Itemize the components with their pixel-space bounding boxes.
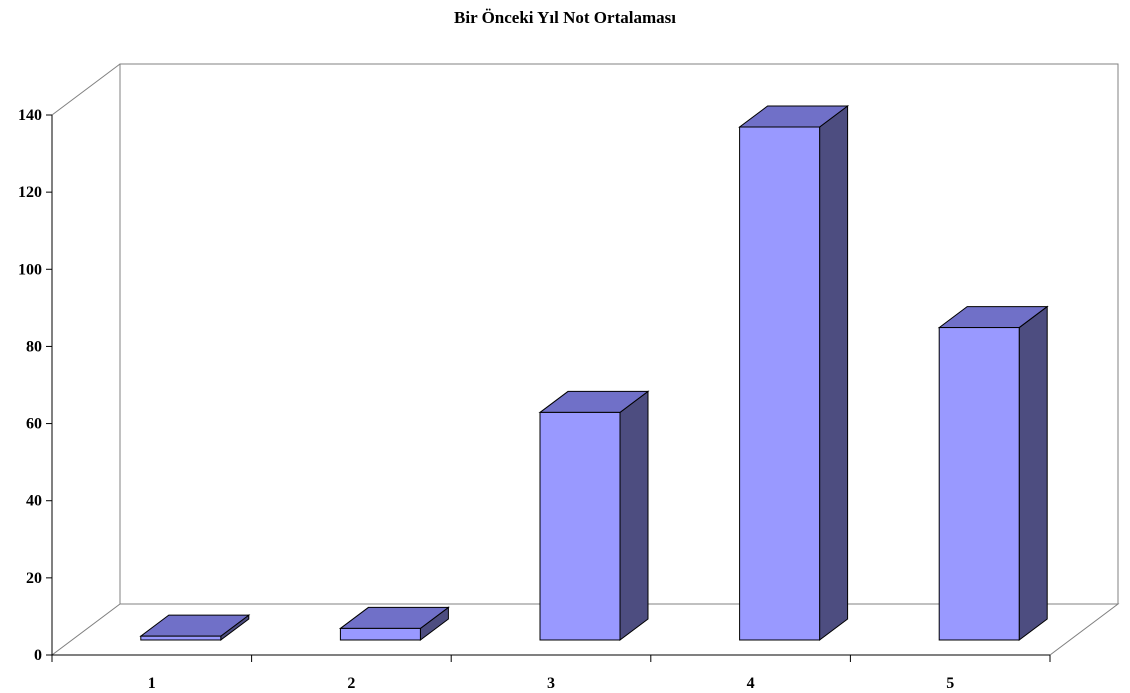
y-tick-label: 80 <box>26 338 42 355</box>
y-tick-label: 40 <box>26 493 42 510</box>
bar-side <box>619 390 649 641</box>
y-tick-label: 140 <box>18 107 42 124</box>
y-tick-label: 20 <box>26 570 42 587</box>
y-tick-label: 120 <box>18 184 42 201</box>
bar-side <box>819 105 849 641</box>
x-tick-label: 2 <box>347 675 355 692</box>
bar-top <box>139 614 251 637</box>
bar <box>538 390 650 641</box>
y-tick-label: 100 <box>18 261 42 278</box>
bar-front <box>339 627 421 641</box>
bar-front <box>739 126 821 641</box>
x-tick-label: 4 <box>747 675 755 692</box>
x-tick-label: 1 <box>148 675 156 692</box>
y-tick-label: 60 <box>26 416 42 433</box>
bar-side <box>1018 305 1048 642</box>
side-wall-edge <box>51 63 121 116</box>
x-tick-label: 5 <box>946 675 954 692</box>
chart-title: Bir Önceki Yıl Not Ortalaması <box>454 8 676 27</box>
bar <box>738 105 850 641</box>
bar <box>338 606 450 641</box>
x-axis: 1 2 3 4 5 <box>51 654 1051 692</box>
bar <box>139 614 251 641</box>
y-axis: 0 20 40 60 80 100 120 140 <box>18 107 53 664</box>
bar-front <box>938 327 1020 641</box>
bar-front <box>140 635 222 641</box>
bar <box>937 305 1049 642</box>
y-tick-label: 0 <box>34 647 42 664</box>
bars <box>139 105 1049 642</box>
bar-front <box>539 411 621 641</box>
x-tick-label: 3 <box>547 675 555 692</box>
